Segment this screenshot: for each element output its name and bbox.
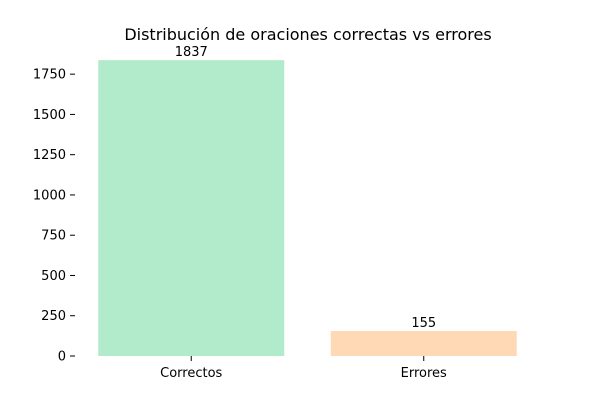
y-tick-label: 500 bbox=[41, 269, 66, 284]
y-tick-label: 1000 bbox=[33, 188, 66, 203]
bars bbox=[98, 60, 517, 357]
x-tick-label: Correctos bbox=[160, 366, 222, 381]
y-tick-label: 0 bbox=[58, 350, 66, 365]
y-tick-label: 1250 bbox=[33, 148, 66, 163]
y-axis: 0 250 500 750 1000 1250 1500 1750 bbox=[33, 68, 75, 365]
data-label: 155 bbox=[411, 316, 436, 331]
x-tick-label: Errores bbox=[401, 366, 447, 381]
y-tick-label: 1500 bbox=[33, 108, 66, 123]
y-tick-label: 250 bbox=[41, 309, 66, 324]
x-axis: Correctos Errores bbox=[160, 356, 447, 381]
data-label: 1837 bbox=[175, 45, 208, 60]
data-labels: 1837 155 bbox=[175, 45, 436, 331]
bar-errores bbox=[330, 331, 517, 356]
chart-title: Distribución de oraciones correctas vs e… bbox=[124, 25, 491, 44]
bar-correctos bbox=[98, 60, 285, 357]
y-tick-label: 1750 bbox=[33, 68, 66, 83]
y-tick-label: 750 bbox=[41, 229, 66, 244]
